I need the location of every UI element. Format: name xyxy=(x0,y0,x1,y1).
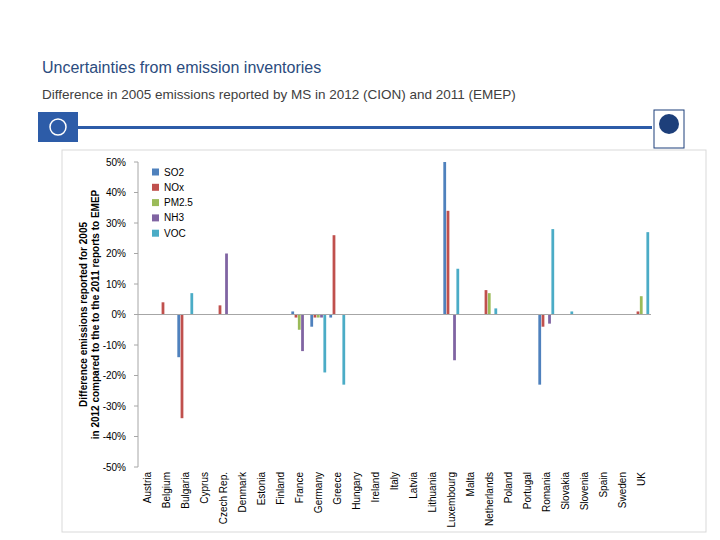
x-tick-label: Czech Rep. xyxy=(218,472,229,524)
right-logo-mark xyxy=(659,114,679,134)
y-tick xyxy=(134,314,138,315)
x-axis xyxy=(138,314,651,315)
bar xyxy=(443,162,446,315)
x-tick-label: Greece xyxy=(332,472,343,505)
y-tick xyxy=(134,375,138,376)
bar xyxy=(225,254,228,315)
y-tick-label: 10% xyxy=(106,279,126,290)
y-tick xyxy=(134,162,138,163)
y-tick xyxy=(134,223,138,224)
x-tick-label: Ireland xyxy=(370,472,381,503)
bar xyxy=(542,315,545,327)
y-tick-label: 50% xyxy=(106,157,126,168)
header-rule xyxy=(76,126,652,129)
bars xyxy=(162,162,650,418)
bar xyxy=(333,235,336,314)
x-tick-label: Lithuania xyxy=(427,472,438,513)
y-tick-label: -30% xyxy=(103,401,126,412)
y-tick xyxy=(134,253,138,254)
y-tick-label: 0% xyxy=(112,309,127,320)
x-tick-label: Luxembourg xyxy=(446,472,457,528)
bar xyxy=(323,315,326,373)
x-tick-label: Portugal xyxy=(522,472,533,509)
bar xyxy=(453,315,456,361)
x-tick-label: Hungary xyxy=(351,472,362,510)
y-tick xyxy=(134,406,138,407)
legend-swatch xyxy=(152,199,159,206)
right-logo xyxy=(654,110,684,148)
bar xyxy=(219,305,222,314)
y-tick xyxy=(134,467,138,468)
subtitle: Difference in 2005 emissions reported by… xyxy=(42,87,516,102)
bar xyxy=(301,315,304,352)
x-tick-label: Germany xyxy=(313,472,324,513)
x-tick-label: Denmark xyxy=(237,471,248,513)
bar xyxy=(342,315,345,385)
x-tick-label: Spain xyxy=(598,472,609,498)
legend-swatch xyxy=(152,169,159,176)
bar xyxy=(181,315,184,419)
legend-swatch xyxy=(152,214,159,221)
y-tick xyxy=(134,284,138,285)
x-tick-label: France xyxy=(294,472,305,504)
y-tick xyxy=(134,436,138,437)
x-tick-label: Latvia xyxy=(408,472,419,499)
y-tick-label: -20% xyxy=(103,370,126,381)
x-tick-label: Bulgaria xyxy=(180,472,191,509)
x-tick-label: Estonia xyxy=(256,472,267,506)
x-tick-label: Poland xyxy=(503,472,514,503)
left-logo-mark xyxy=(50,119,66,135)
title: Uncertainties from emission inventories xyxy=(42,59,321,76)
legend-label: NOx xyxy=(164,182,184,193)
legend-label: PM2.5 xyxy=(164,197,193,208)
y-tick xyxy=(134,192,138,193)
y-axis-label: Difference emissions reported for 2005 xyxy=(78,222,89,408)
y-tick-label: -10% xyxy=(103,340,126,351)
bar xyxy=(447,211,450,315)
x-tick-label: Sweden xyxy=(617,472,628,508)
x-tick-label: Austria xyxy=(142,472,153,504)
bar xyxy=(494,308,497,314)
x-tick-label: Slovakia xyxy=(560,472,571,510)
legend-swatch xyxy=(152,230,159,237)
x-tick-label: Netherlands xyxy=(484,472,495,526)
left-logo xyxy=(38,112,78,142)
bar xyxy=(298,315,301,330)
x-tick-label: Italy xyxy=(389,472,400,490)
bar xyxy=(551,229,554,314)
slide: Uncertainties from emission inventories D… xyxy=(0,0,720,540)
x-tick-label: Slovenia xyxy=(579,472,590,511)
bar xyxy=(310,315,313,327)
y-tick-label: -40% xyxy=(103,431,126,442)
chart-frame xyxy=(62,150,706,532)
y-tick-label: 40% xyxy=(106,187,126,198)
x-tick-label: Cyprus xyxy=(199,472,210,504)
y-tick-label: 30% xyxy=(106,218,126,229)
y-tick-label: -50% xyxy=(103,462,126,473)
bar xyxy=(162,302,165,314)
bar xyxy=(538,315,541,385)
legend-label: NH3 xyxy=(164,212,184,223)
bar xyxy=(548,315,551,324)
x-tick-label: Belgium xyxy=(161,472,172,508)
bar xyxy=(456,269,459,315)
legend-swatch xyxy=(152,184,159,191)
x-tick-label: Malta xyxy=(465,472,476,497)
y-tick-label: 20% xyxy=(106,248,126,259)
bar xyxy=(640,296,643,314)
bar xyxy=(190,293,193,314)
x-tick-label: UK xyxy=(636,472,647,486)
bar xyxy=(646,232,649,314)
bar xyxy=(485,290,488,314)
legend-label: SO2 xyxy=(164,167,184,178)
y-tick xyxy=(134,345,138,346)
legend-label: VOC xyxy=(164,228,186,239)
bar xyxy=(177,315,180,358)
x-tick-label: Romania xyxy=(541,472,552,512)
bar xyxy=(488,293,491,314)
y-axis-label: in 2012 compared to the to the 2011 repo… xyxy=(90,189,101,439)
x-tick-label: Finland xyxy=(275,472,286,505)
